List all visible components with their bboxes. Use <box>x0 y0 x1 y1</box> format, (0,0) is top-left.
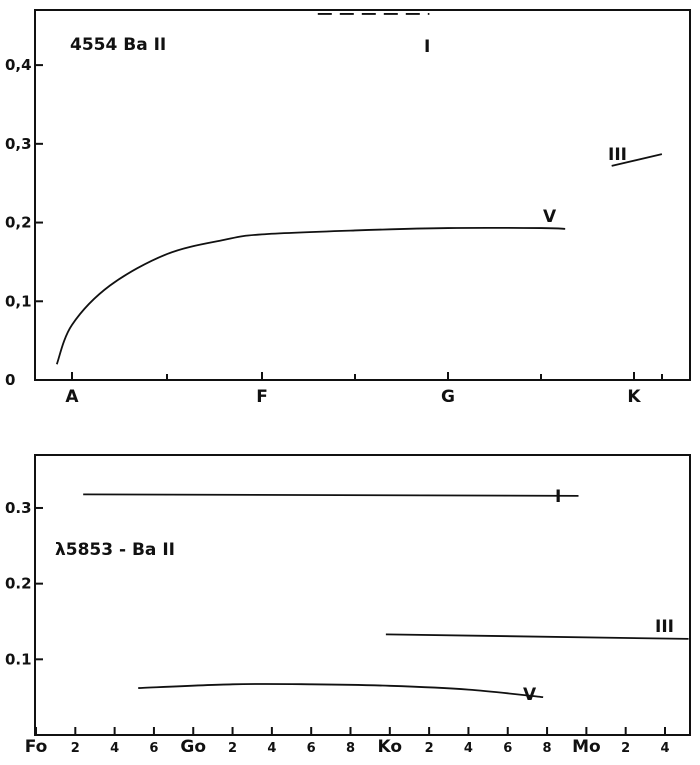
y-tick-label: 0,3 <box>5 135 32 153</box>
x-tick-label: 6 <box>149 741 158 756</box>
x-tick-label: K <box>627 387 641 407</box>
series-v-label: V <box>543 207 557 227</box>
chart-bottom: λ5853 - Ba II 0.1 0.2 0.3 Fo 2 4 6 Go 2 4 6 8 Ko 2 4 6 8… <box>5 454 691 757</box>
x-tick-label: 8 <box>346 741 355 756</box>
x-tick-label: 4 <box>267 741 276 756</box>
x-tick-label: 2 <box>71 741 80 756</box>
x-tick-label: 6 <box>503 741 512 756</box>
x-tick-label: 4 <box>110 741 119 756</box>
series-iii-line <box>611 153 663 167</box>
y-tick-label: 0.2 <box>5 575 32 593</box>
series-i-line <box>83 493 579 497</box>
y-tick-label: 0,2 <box>5 214 32 232</box>
series-i-label: I <box>555 487 561 507</box>
chart-bottom-title: λ5853 - Ba II <box>55 540 175 560</box>
series-v-line <box>138 683 544 699</box>
chart-top-frame <box>34 9 691 381</box>
series-iii-label: III <box>655 617 674 637</box>
x-tick-label: Mo <box>572 737 601 757</box>
y-tick-label: 0.1 <box>5 650 32 668</box>
y-tick-label: 0,1 <box>5 292 32 310</box>
x-tick-label: 6 <box>307 741 316 756</box>
x-tick-label: 2 <box>228 741 237 756</box>
chart-top-title: 4554 Ba II <box>70 35 166 55</box>
series-v-line <box>55 226 566 365</box>
chart-bottom-frame <box>34 454 691 736</box>
series-iii-line <box>385 633 689 640</box>
x-tick-label: 4 <box>464 741 473 756</box>
series-iii-label: III <box>608 145 627 165</box>
x-tick-label: G <box>441 387 455 407</box>
series-i-label: I <box>424 37 430 57</box>
x-tick-label: 8 <box>543 741 552 756</box>
x-tick-label: F <box>256 387 268 407</box>
series-v-label: V <box>523 685 537 705</box>
x-tick-label: Ko <box>378 737 403 757</box>
y-tick-label: 0,4 <box>5 56 32 74</box>
x-tick-label: 2 <box>621 741 630 756</box>
x-tick-label: Fo <box>25 737 48 757</box>
y-tick-label: 0.3 <box>5 499 32 517</box>
x-tick-label: Go <box>180 737 206 757</box>
x-tick-label: 4 <box>660 741 669 756</box>
x-tick-label: A <box>65 387 79 407</box>
y-tick-label: 0 <box>5 371 15 389</box>
x-tick-label: 2 <box>425 741 434 756</box>
